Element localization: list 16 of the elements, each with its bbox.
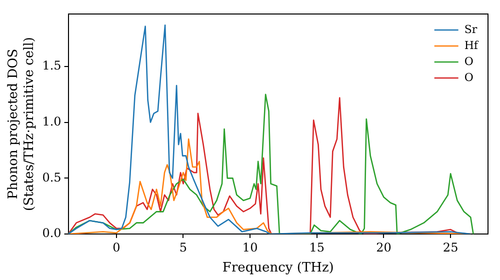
x-tick-label: 20 xyxy=(376,240,392,254)
legend-label: Sr xyxy=(464,22,478,36)
x-tick-label: 5 xyxy=(179,240,188,254)
y-axis-title: Phonon projected DOS (States/THz·primitive cell) xyxy=(6,36,37,212)
y-tick-label: 0.0 xyxy=(42,226,62,240)
y-tick-label: 1.0 xyxy=(42,114,62,128)
legend-label: O xyxy=(464,70,474,84)
y-tick-label: 0.5 xyxy=(42,170,62,184)
x-axis-title: Frequency (THz) xyxy=(222,260,334,276)
y-tick-label: 1.5 xyxy=(42,58,62,73)
legend-label: O xyxy=(464,54,474,68)
x-tick-label: 15 xyxy=(309,240,325,254)
legend-label: Hf xyxy=(464,38,479,52)
x-tick-label: 10 xyxy=(242,240,258,254)
x-tick-label: 25 xyxy=(442,240,458,254)
x-tick-label: 0 xyxy=(112,240,120,254)
